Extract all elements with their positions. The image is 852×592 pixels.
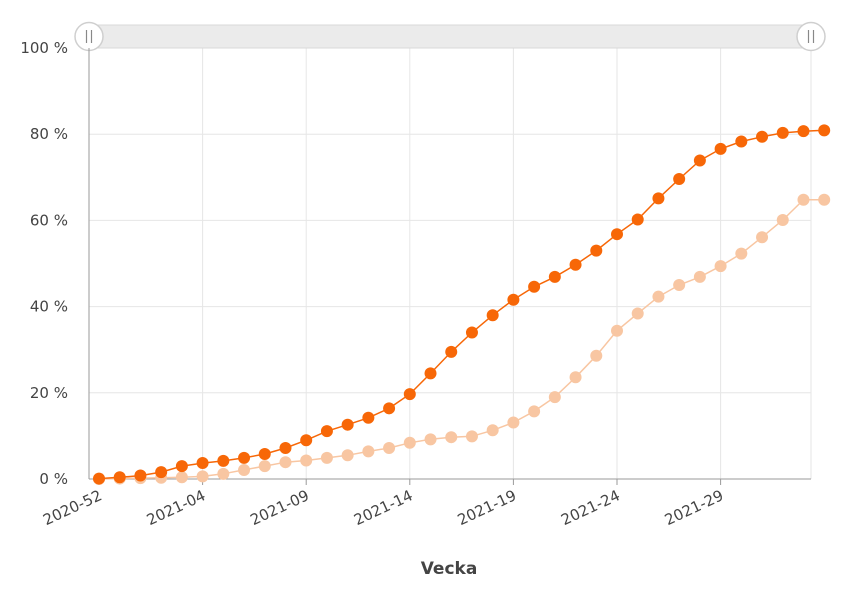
data-point[interactable]: [693, 270, 706, 283]
y-tick-label: 40 %: [30, 298, 68, 316]
data-point[interactable]: [507, 293, 520, 306]
data-point[interactable]: [507, 416, 520, 429]
series-line: [98, 198, 825, 480]
data-point[interactable]: [528, 405, 541, 418]
y-tick-label: 60 %: [30, 211, 68, 229]
x-axis-title: Vecka: [421, 559, 478, 579]
data-point[interactable]: [818, 193, 831, 206]
data-point[interactable]: [258, 448, 271, 461]
data-point[interactable]: [217, 467, 230, 480]
data-point[interactable]: [155, 466, 168, 479]
data-point[interactable]: [673, 279, 686, 292]
data-point[interactable]: [776, 213, 789, 226]
data-point[interactable]: [797, 125, 810, 138]
x-tick-label: 2021-29: [662, 486, 726, 529]
range-slider-left-handle[interactable]: [74, 21, 104, 52]
data-point[interactable]: [714, 260, 727, 273]
x-tick-label: 2021-09: [247, 486, 311, 529]
data-point[interactable]: [320, 451, 333, 464]
data-point[interactable]: [445, 345, 458, 358]
data-point[interactable]: [383, 402, 396, 415]
data-point[interactable]: [175, 460, 188, 473]
data-point[interactable]: [569, 371, 582, 384]
data-point[interactable]: [320, 425, 333, 438]
x-tick-label: 2021-14: [351, 486, 415, 529]
x-tick-label: 2020-52: [40, 486, 104, 529]
data-point[interactable]: [465, 430, 478, 443]
tick-labels: 0 % 20 % 40 % 60 % 80 % 100 % 2020-52 2021-04 20…: [20, 39, 726, 529]
data-point[interactable]: [735, 247, 748, 260]
x-tick-label: 2021-24: [558, 486, 622, 529]
data-point[interactable]: [652, 290, 665, 303]
data-point[interactable]: [134, 469, 147, 482]
data-point[interactable]: [238, 463, 251, 476]
data-point[interactable]: [196, 457, 209, 470]
range-slider[interactable]: [74, 21, 826, 52]
data-point[interactable]: [797, 193, 810, 206]
data-point[interactable]: [362, 411, 375, 424]
data-point[interactable]: [403, 388, 416, 401]
data-point[interactable]: [548, 270, 561, 283]
axes: [88, 48, 811, 485]
data-point[interactable]: [341, 418, 354, 431]
data-point[interactable]: [611, 228, 623, 241]
data-point[interactable]: [569, 258, 582, 271]
data-point[interactable]: [693, 154, 706, 167]
data-point[interactable]: [652, 192, 665, 205]
y-tick-label: 100 %: [20, 39, 68, 57]
series-line: [98, 129, 825, 480]
data-point[interactable]: [465, 326, 478, 339]
range-slider-right-handle[interactable]: [796, 21, 826, 52]
data-point[interactable]: [590, 244, 603, 257]
data-point[interactable]: [528, 280, 541, 293]
data-point[interactable]: [279, 441, 292, 454]
data-point[interactable]: [673, 173, 686, 186]
data-point[interactable]: [258, 460, 271, 473]
data-point[interactable]: [714, 142, 727, 155]
data-point[interactable]: [486, 424, 499, 437]
series-layer: [93, 124, 831, 485]
data-point[interactable]: [735, 135, 748, 148]
data-point[interactable]: [756, 231, 769, 244]
data-point[interactable]: [238, 451, 251, 464]
data-point[interactable]: [548, 391, 561, 404]
data-point[interactable]: [486, 309, 499, 322]
data-point[interactable]: [776, 126, 789, 139]
data-point[interactable]: [93, 472, 105, 485]
y-tick-label: 80 %: [30, 125, 68, 143]
series-1: [93, 124, 831, 485]
x-tick-label: 2021-04: [144, 486, 208, 529]
data-point[interactable]: [590, 349, 603, 362]
data-point[interactable]: [300, 454, 313, 467]
x-tick-label: 2021-19: [455, 486, 519, 529]
data-point[interactable]: [383, 441, 396, 454]
data-point[interactable]: [611, 324, 623, 337]
data-point[interactable]: [631, 307, 644, 320]
y-tick-label: 20 %: [30, 384, 68, 402]
data-point[interactable]: [818, 124, 831, 137]
data-point[interactable]: [279, 456, 292, 469]
y-tick-label: 0 %: [39, 470, 68, 488]
data-point[interactable]: [300, 434, 313, 447]
series-2: [93, 193, 831, 485]
data-point[interactable]: [175, 471, 188, 484]
data-point[interactable]: [217, 454, 230, 467]
grid-layer: [89, 47, 812, 479]
data-point[interactable]: [424, 433, 437, 446]
data-point[interactable]: [362, 445, 375, 458]
data-point[interactable]: [403, 436, 416, 449]
data-point[interactable]: [341, 449, 354, 462]
data-point[interactable]: [756, 130, 769, 143]
data-point[interactable]: [631, 213, 644, 226]
data-point[interactable]: [113, 471, 126, 484]
data-point[interactable]: [445, 431, 458, 444]
data-point[interactable]: [424, 367, 437, 380]
range-slider-track[interactable]: [88, 24, 812, 49]
data-point[interactable]: [196, 470, 209, 483]
